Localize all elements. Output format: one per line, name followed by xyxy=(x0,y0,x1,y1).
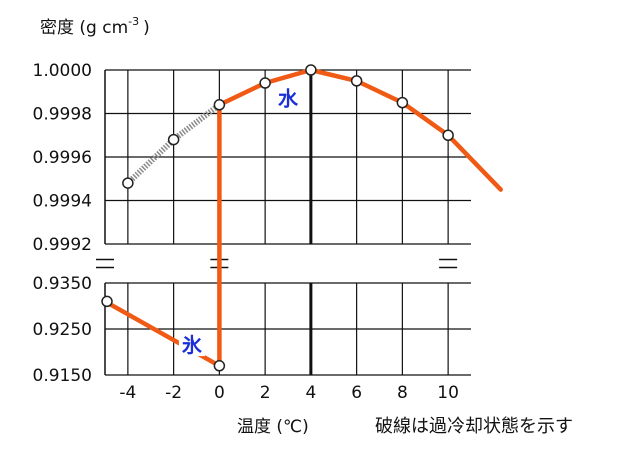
y-tick-label: 0.9150 xyxy=(33,366,92,386)
data-point-marker xyxy=(213,99,226,111)
x-tick-label: 8 xyxy=(397,383,408,403)
data-point-marker xyxy=(442,129,454,141)
x-tick-label: 6 xyxy=(351,383,362,403)
x-tick-label: -2 xyxy=(165,383,182,403)
y-tick-label: 0.9350 xyxy=(33,274,92,294)
axis-break-gap xyxy=(439,259,458,268)
y-tick-label: 0.9996 xyxy=(33,148,92,168)
data-point-marker xyxy=(305,64,317,76)
phase-label-bg xyxy=(275,85,301,110)
x-axis-label: 温度 (℃) xyxy=(237,417,309,437)
phase-label: 氷 xyxy=(182,333,203,357)
data-point-marker xyxy=(167,133,180,146)
y-axis-label: 密度 (g cm-3) xyxy=(40,15,150,38)
y-tick-label: 0.9998 xyxy=(33,105,92,125)
x-tick-label: 2 xyxy=(260,383,271,403)
x-tick-label: 10 xyxy=(437,383,459,403)
data-point-marker xyxy=(122,177,134,189)
x-tick-label: 0 xyxy=(214,383,225,403)
supercooled-note: 破線は過冷却状態を示す xyxy=(375,416,573,437)
data-point-marker xyxy=(396,96,409,109)
water-series-line xyxy=(217,67,503,192)
x-tick-label: 4 xyxy=(305,383,316,403)
x-tick-label: -4 xyxy=(119,383,136,403)
data-point-marker xyxy=(259,77,271,89)
y-tick-label: 1.0000 xyxy=(33,61,92,81)
data-point-marker xyxy=(213,360,226,372)
data-point-marker xyxy=(101,295,113,308)
data-point-marker xyxy=(350,75,363,87)
axis-break-gap xyxy=(96,259,114,268)
y-tick-label: 0.9250 xyxy=(33,320,92,340)
y-tick-label: 0.9992 xyxy=(33,235,92,255)
phase-label: 水 xyxy=(278,86,299,110)
y-tick-label: 0.9994 xyxy=(33,192,92,212)
phase-label-bg xyxy=(178,332,205,357)
